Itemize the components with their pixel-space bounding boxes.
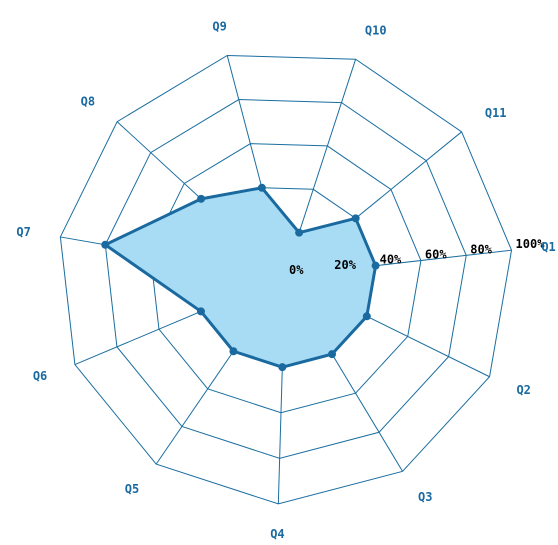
axis-label: Q3	[418, 490, 432, 504]
axis-label: Q2	[516, 383, 530, 397]
data-point	[351, 214, 360, 223]
tick-label: 40%	[380, 253, 402, 267]
data-point	[295, 228, 304, 237]
data-point	[196, 307, 205, 316]
tick-label: 80%	[470, 242, 492, 256]
data-point	[197, 194, 206, 203]
axis-label: Q9	[212, 19, 226, 33]
axis-label: Q4	[270, 527, 284, 541]
data-point	[328, 350, 337, 359]
data-point	[362, 312, 371, 321]
data-point	[229, 347, 238, 356]
axis-label: Q7	[16, 225, 30, 239]
tick-label: 60%	[425, 248, 447, 262]
grid-ring	[149, 143, 422, 414]
axis-label: Q10	[365, 24, 387, 38]
data-point	[371, 261, 380, 270]
tick-label: 20%	[334, 258, 356, 272]
data-point	[101, 240, 110, 249]
tick-label: 0%	[289, 263, 304, 277]
axis-label: Q11	[485, 106, 507, 120]
data-point	[278, 363, 287, 372]
axis-label-layer: Q1 Q2 Q3 Q4 Q5 Q6 Q7 Q8 Q9 Q10 Q11	[16, 19, 555, 540]
tick-label: 100%	[516, 237, 546, 251]
series-area	[103, 186, 378, 369]
data-point	[257, 183, 266, 192]
axis-label: Q5	[125, 482, 139, 496]
axis-label: Q6	[33, 369, 47, 383]
series-layer	[101, 183, 380, 372]
grid-ring	[59, 54, 513, 505]
axis-label: Q8	[81, 94, 95, 108]
axis-label: Q1	[541, 240, 555, 254]
grid-ring	[104, 99, 467, 459]
tick-label-layer: 0% 20% 40% 60% 80% 100%	[289, 237, 545, 277]
